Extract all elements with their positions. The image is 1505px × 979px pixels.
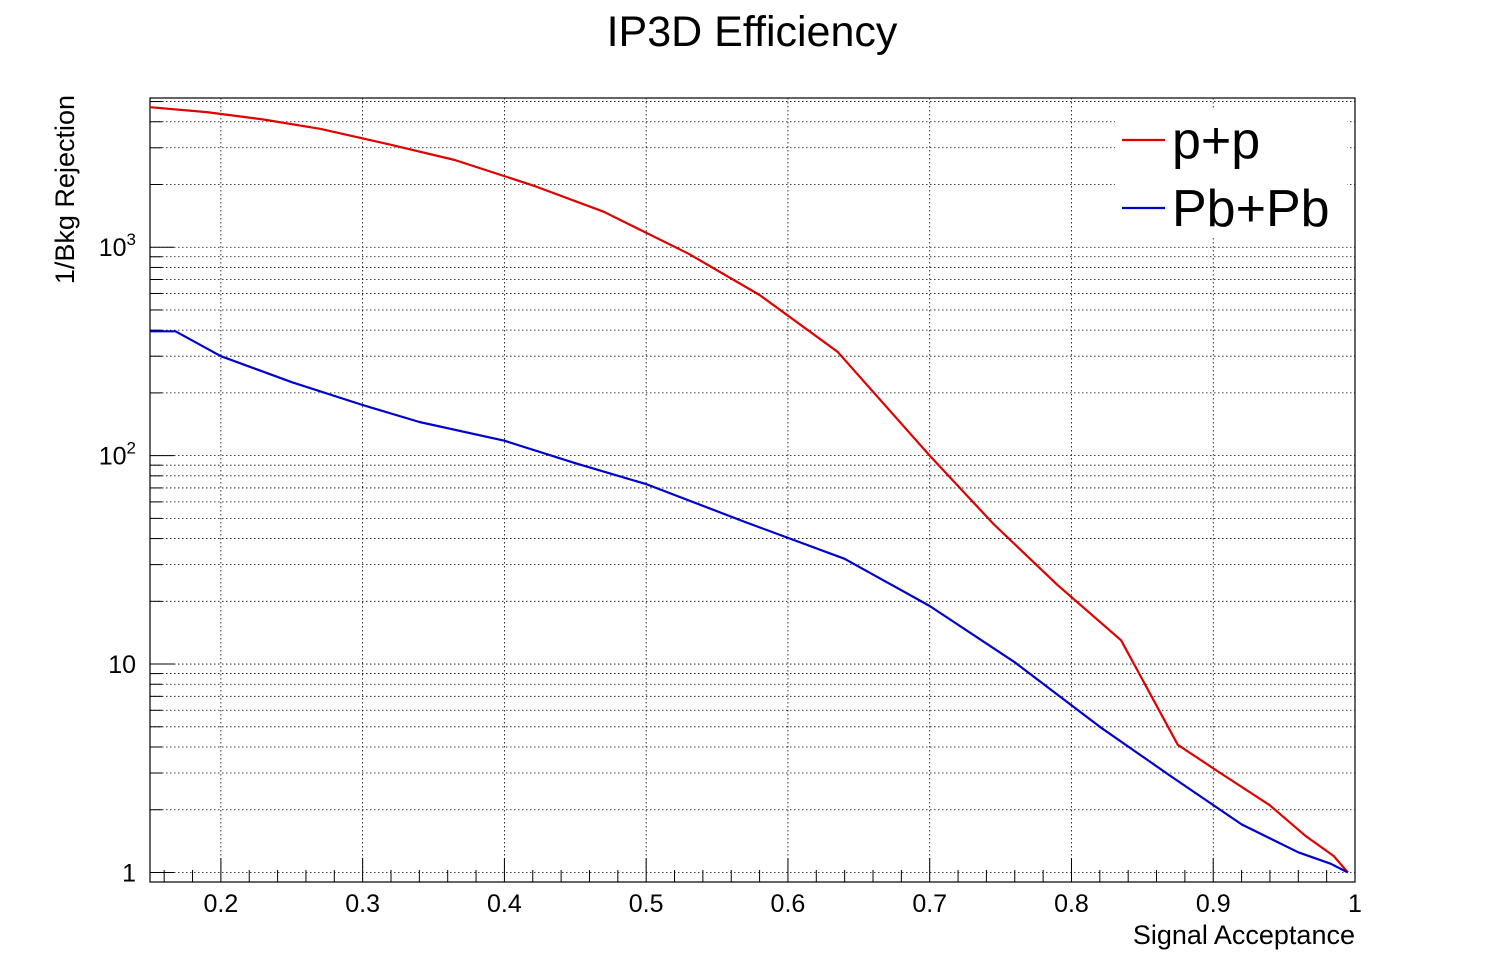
x-tick-label: 1 xyxy=(1348,890,1362,918)
x-tick-label: 0.2 xyxy=(203,890,238,918)
x-tick-label: 0.4 xyxy=(487,890,522,918)
y-tick-label: 102 xyxy=(99,439,136,471)
x-tick-label: 0.7 xyxy=(912,890,947,918)
y-tick-label: 1 xyxy=(122,859,136,887)
x-axis-title: Signal Acceptance xyxy=(1133,920,1355,950)
y-tick-label: 10 xyxy=(108,651,136,679)
plot-frame xyxy=(149,97,1356,883)
legend-label-p-p: p+p xyxy=(1172,112,1260,170)
grid xyxy=(150,98,1356,882)
series-layer xyxy=(149,106,1349,874)
y-tick-labels: 1 10 102 103 xyxy=(99,230,136,887)
series-line-p-p xyxy=(149,106,1349,874)
x-tick-label: 0.5 xyxy=(629,890,664,918)
x-tick-label: 0.8 xyxy=(1054,890,1089,918)
x-tick-label: 0.6 xyxy=(771,890,806,918)
series-line-pb-pb xyxy=(150,330,1349,874)
y-axis-title: 1/Bkg Rejection xyxy=(50,95,80,284)
legend-label-pb-pb: Pb+Pb xyxy=(1172,180,1330,238)
x-tick-labels: 0.2 0.3 0.4 0.5 0.6 0.7 0.8 0.9 1 xyxy=(203,890,1361,918)
legend: p+p Pb+Pb xyxy=(1115,108,1347,238)
x-tick-label: 0.9 xyxy=(1196,890,1231,918)
minor-ticks xyxy=(150,101,1356,882)
legend-background xyxy=(1115,108,1347,238)
x-tick-label: 0.3 xyxy=(345,890,380,918)
chart-title: IP3D Efficiency xyxy=(607,8,898,56)
legend-entries: p+p Pb+Pb xyxy=(1122,112,1330,238)
y-tick-label: 103 xyxy=(99,230,136,262)
